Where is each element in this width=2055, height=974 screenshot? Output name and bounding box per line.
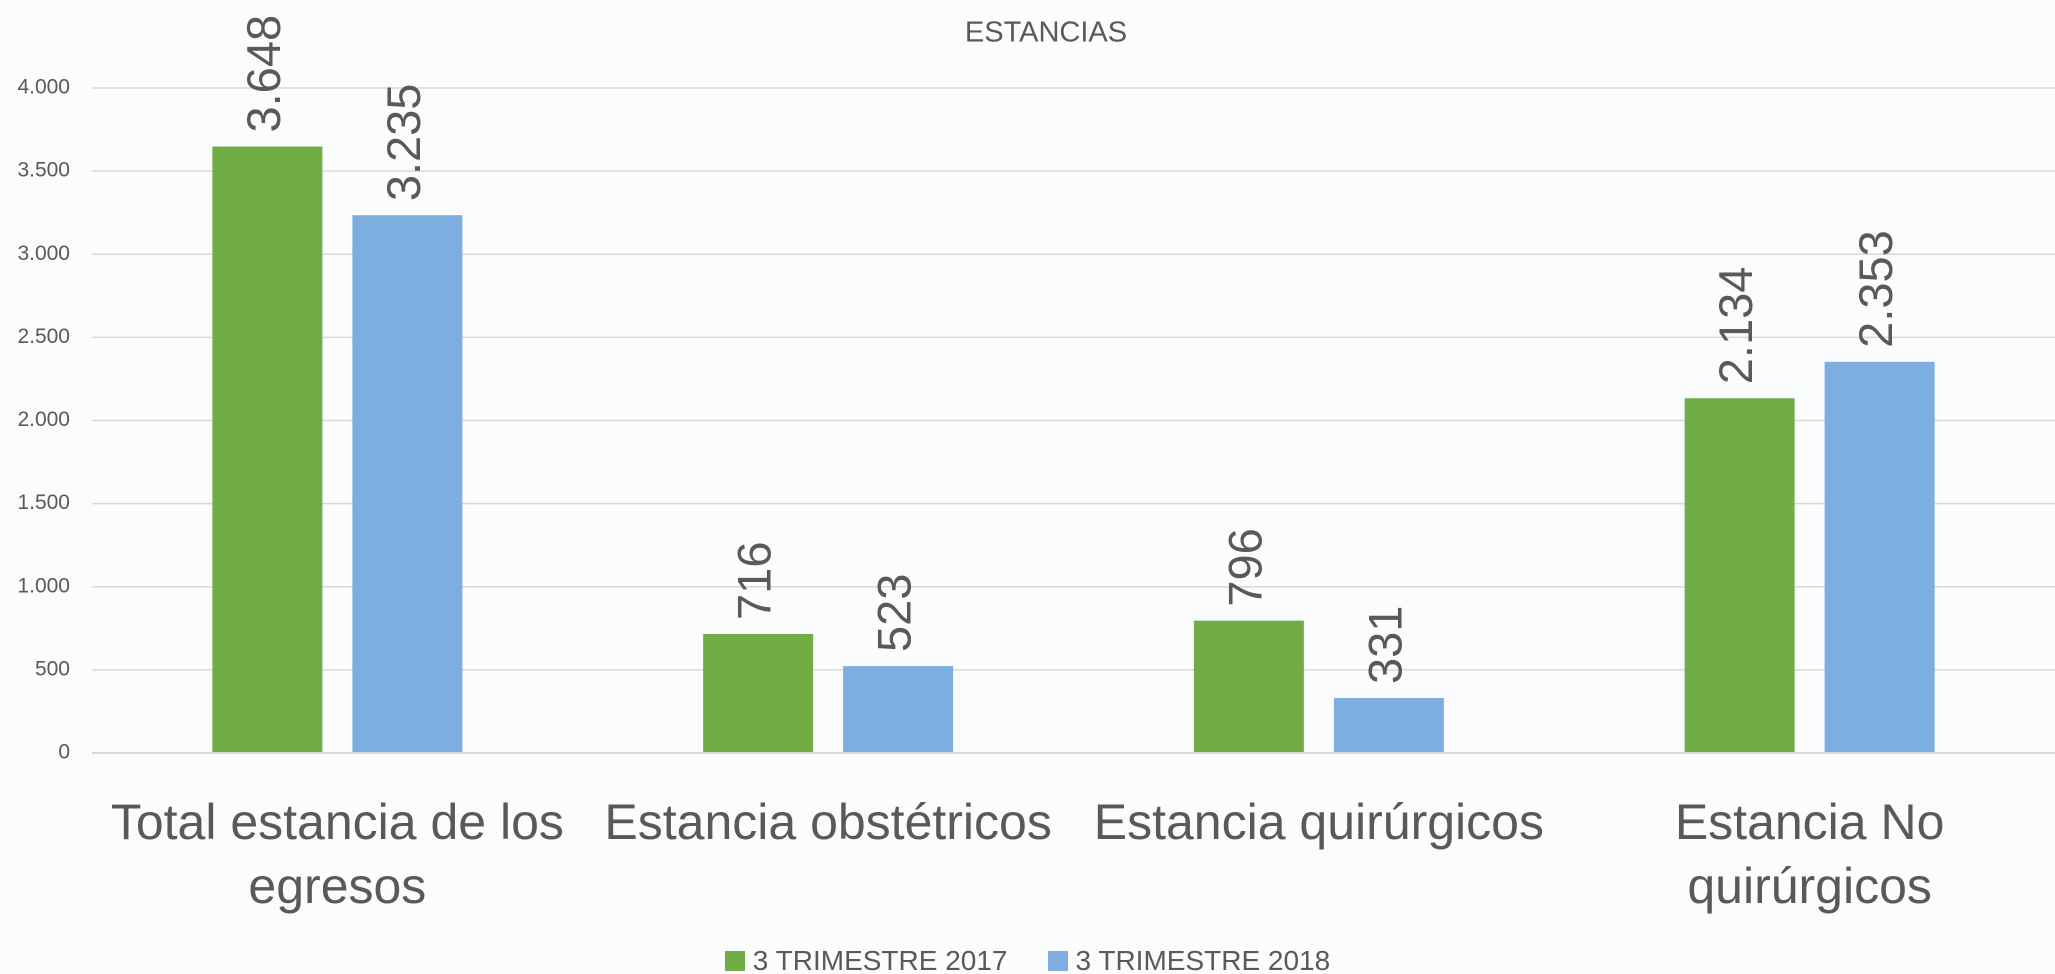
data-label: 2.353: [1849, 230, 1902, 348]
y-tick-label: 4.000: [17, 76, 70, 99]
bar: [1334, 698, 1444, 753]
x-tick-label: Estancia obstétricos: [588, 790, 1068, 854]
y-tick-label: 3.500: [17, 159, 70, 182]
legend: 3 TRIMESTRE 2017 3 TRIMESTRE 2018: [0, 945, 2055, 974]
legend-item: 3 TRIMESTRE 2017: [725, 945, 1008, 974]
data-label: 716: [728, 542, 781, 620]
y-tick-label: 2.500: [17, 325, 70, 348]
legend-swatch: [1048, 951, 1068, 971]
chart-title: ESTANCIAS: [965, 17, 1127, 49]
bar: [1685, 398, 1795, 753]
data-label: 3.648: [237, 15, 290, 133]
data-label: 3.235: [377, 84, 430, 202]
x-tick-label: Estancia No quirúrgicos: [1570, 790, 2050, 918]
data-label: 2.134: [1709, 267, 1762, 385]
bar: [1194, 621, 1304, 753]
y-tick-label: 1.000: [17, 574, 70, 597]
data-label: 796: [1218, 528, 1271, 606]
y-tick-label: 1.500: [17, 491, 70, 514]
bar: [212, 147, 322, 753]
data-label: 331: [1358, 606, 1411, 684]
y-tick-label: 2.000: [17, 408, 70, 431]
bar: [703, 634, 813, 753]
legend-item: 3 TRIMESTRE 2018: [1048, 945, 1331, 974]
y-tick-label: 0: [58, 741, 70, 764]
x-tick-label: Total estancia de los egresos: [97, 790, 577, 918]
data-label: 523: [868, 574, 921, 652]
bar: [843, 666, 953, 753]
bar: [352, 215, 462, 753]
x-tick-label: Estancia quirúrgicos: [1079, 790, 1559, 854]
legend-label: 3 TRIMESTRE 2017: [753, 945, 1008, 974]
y-tick-label: 500: [35, 657, 70, 680]
legend-swatch: [725, 951, 745, 971]
bar: [1825, 362, 1935, 753]
y-tick-label: 3.000: [17, 242, 70, 265]
legend-label: 3 TRIMESTRE 2018: [1076, 945, 1331, 974]
chart-page: ESTANCIAS 0 500 1.000 1.500 2.000 2.500 3.000 3…: [0, 0, 2055, 974]
